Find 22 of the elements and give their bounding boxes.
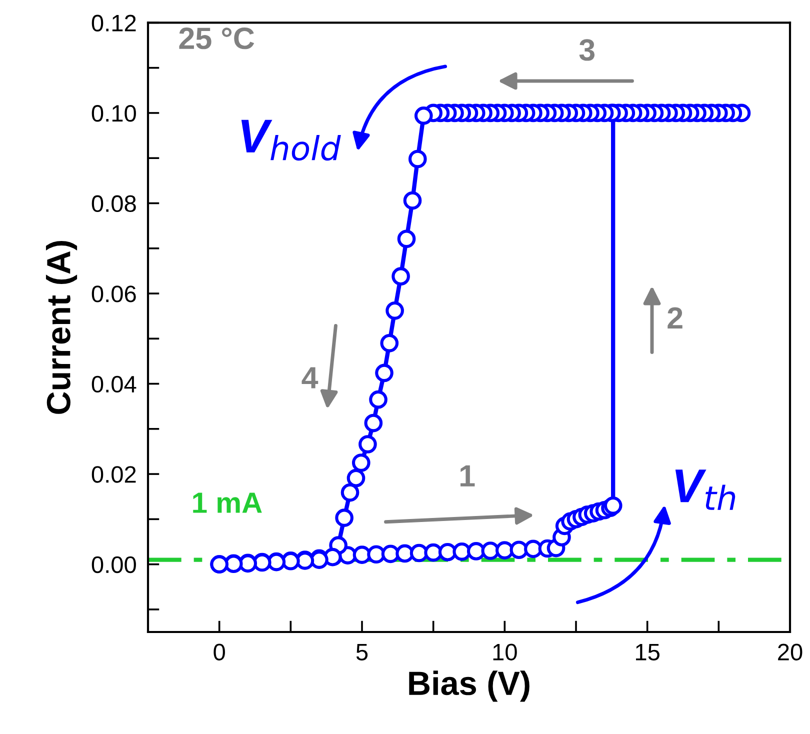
y-tick-label: 0.00 <box>92 556 136 574</box>
annotation: 2 <box>668 307 682 329</box>
x-tick-label: 15 <box>636 644 660 660</box>
y-tick-label: 0.06 <box>92 286 136 302</box>
x-tick-label: 0 <box>214 644 225 660</box>
annotation: V$_{hold}$ <box>241 120 341 161</box>
y-tick-label: 0.04 <box>92 376 136 393</box>
annotation: 4 <box>302 367 318 388</box>
x-axis-title: Bias (V) <box>409 670 530 702</box>
annotation: 1 <box>460 465 475 486</box>
y-tick-label: 0.12 <box>92 14 136 32</box>
x-tick-label: 20 <box>778 644 802 660</box>
y-tick-label: 0.02 <box>92 466 136 483</box>
y-axis-title: Current (A) <box>46 241 78 414</box>
annotation: 25 °C <box>179 28 254 50</box>
y-tick-label: 0.08 <box>92 195 136 212</box>
x-tick-label: 5 <box>356 644 368 660</box>
x-tick-label: 10 <box>493 644 517 660</box>
annotation: V$_{th}$ <box>675 470 736 510</box>
y-tick-label: 0.10 <box>92 105 136 122</box>
ref-line-label: 1 mA <box>193 492 262 513</box>
annotation: 3 <box>579 39 595 61</box>
